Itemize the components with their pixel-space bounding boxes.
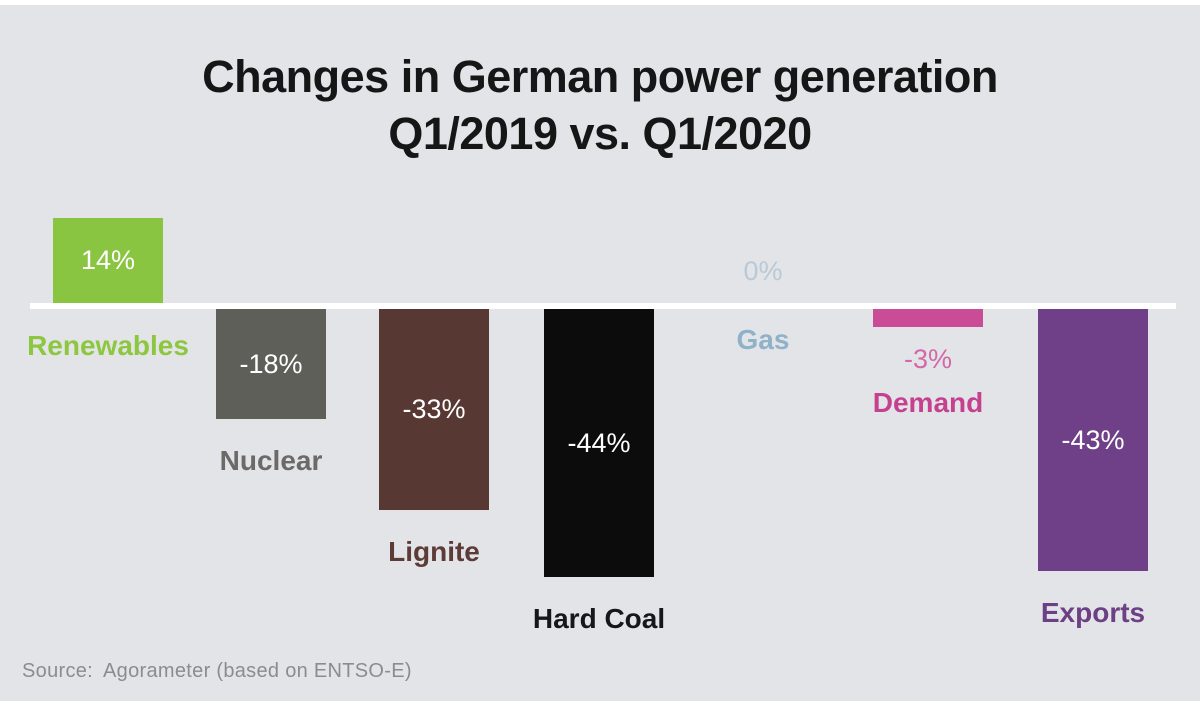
bar-nuclear [216, 309, 326, 419]
bar-lignite [379, 309, 489, 510]
bar-group-demand: -3% Demand [873, 0, 983, 705]
bar-group-lignite: -33% Lignite [379, 0, 489, 705]
bar-group-hard-coal: -44% Hard Coal [533, 0, 665, 705]
category-label-renewables: Renewables [27, 330, 189, 361]
bar-group-nuclear: -18% Nuclear [216, 0, 326, 705]
source-note: Source: Agorameter (based on ENTSO-E) [22, 660, 412, 683]
category-label-nuclear: Nuclear [219, 445, 323, 476]
bar-renewables [53, 218, 163, 303]
category-label-gas: Gas [736, 324, 790, 355]
value-label-lignite: -33% [402, 394, 466, 424]
value-label-demand: -3% [903, 343, 952, 374]
bar-exports [1038, 309, 1148, 571]
category-label-hard-coal: Hard Coal [532, 603, 666, 634]
category-label-lignite: Lignite [388, 536, 480, 567]
chart-title: Changes in German power generation Q1/20… [0, 48, 1200, 162]
value-label-hard-coal: -44% [567, 427, 631, 458]
bar-group-renewables: 14% Renewables [27, 0, 189, 705]
source-label: Source: [22, 660, 94, 682]
chart-title-line1: Changes in German power generation [202, 51, 998, 102]
category-label-exports: Exports [1040, 597, 1146, 628]
value-label-nuclear: -18% [239, 348, 303, 379]
bar-demand [873, 309, 983, 327]
value-label-gas: 0% [743, 255, 783, 286]
value-label-exports: -43% [1061, 424, 1125, 455]
bar-hard-coal [544, 309, 654, 577]
category-label-demand: Demand [872, 387, 984, 418]
bar-group-gas: 0% Gas [708, 0, 818, 705]
zero-baseline [30, 303, 1176, 309]
value-label-renewables: 14% [80, 245, 136, 275]
chart-title-line2: Q1/2019 vs. Q1/2020 [388, 108, 812, 159]
source-text: Agorameter (based on ENTSO-E) [103, 660, 412, 682]
bar-group-exports: -43% Exports [1038, 0, 1148, 705]
